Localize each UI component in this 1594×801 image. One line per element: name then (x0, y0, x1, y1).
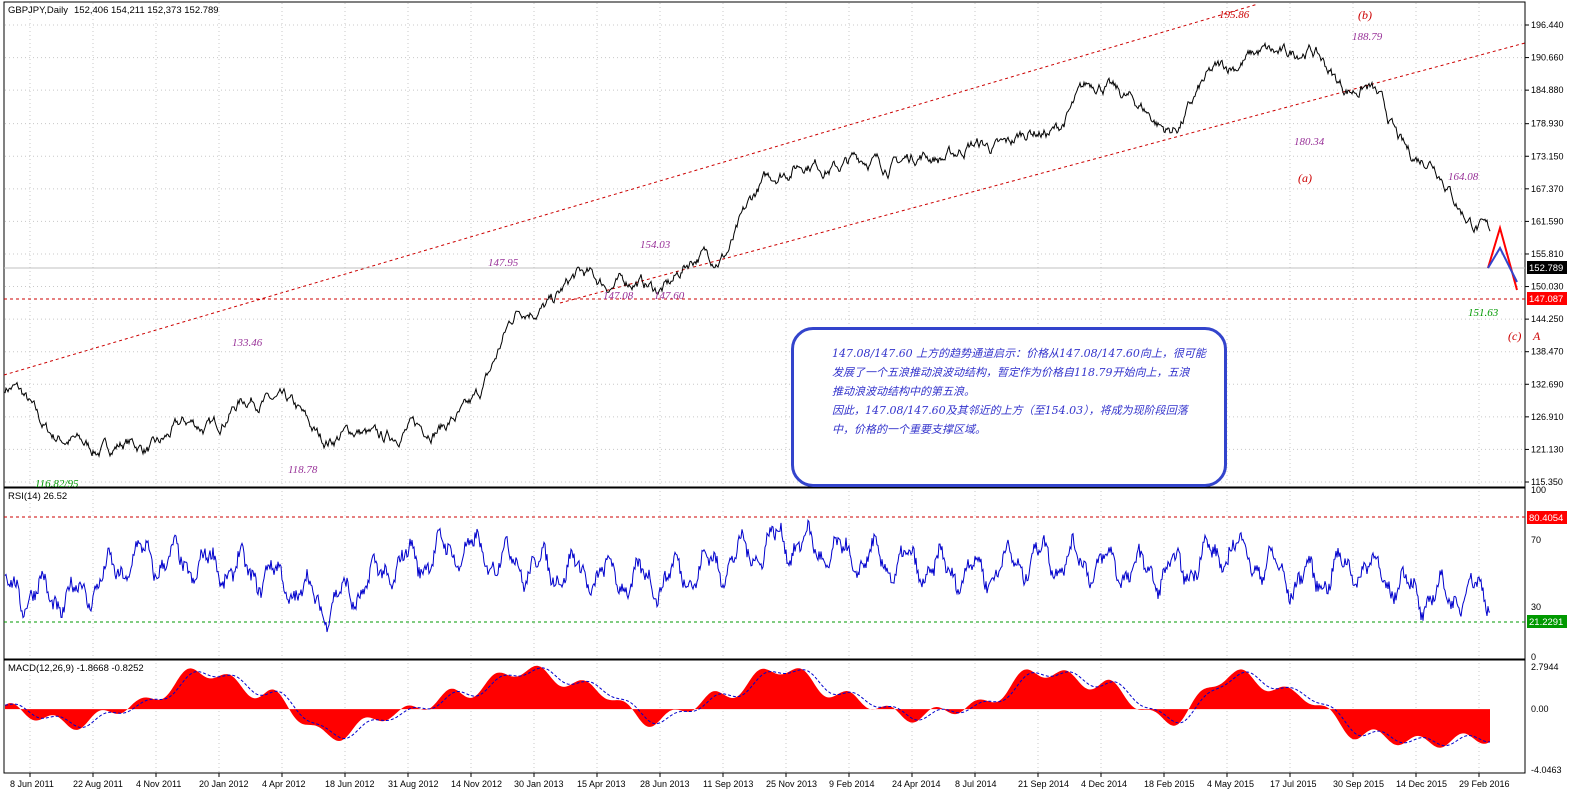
main-ytick-label: 138.470 (1531, 347, 1564, 357)
x-tick-label: 18 Feb 2015 (1144, 779, 1195, 789)
price-label: 147.60 (654, 290, 685, 302)
x-tick-label: 30 Jan 2013 (514, 779, 564, 789)
x-tick-label: 11 Sep 2013 (703, 779, 753, 789)
price-label: 164.08 (1448, 171, 1479, 183)
wave-label-a: (a) (1298, 171, 1312, 185)
price-label: 180.34 (1294, 136, 1325, 148)
rsi-ytick-label: 0 (1531, 652, 1536, 662)
x-axis-labels: 8 Jun 2011 22 Aug 2011 4 Nov 2011 20 Jan 20… (10, 773, 1510, 789)
rsi-ytick-label: 70 (1531, 535, 1541, 545)
x-tick-label: 4 Nov 2011 (136, 779, 181, 789)
price-label: 147.08 (603, 290, 634, 302)
ohlc-label: 152,406 154,211 152,373 152.789 (74, 5, 219, 16)
main-ytick-label: 178.930 (1531, 119, 1564, 129)
main-ytick-label: 126.910 (1531, 412, 1564, 422)
price-label: 133.46 (232, 337, 263, 349)
main-ytick-label: 132.690 (1531, 379, 1564, 389)
x-tick-label: 21 Sep 2014 (1018, 779, 1069, 789)
price-labels: 195.86 188.79 180.34 164.08 151.63 154.03 147.… (35, 9, 1499, 490)
main-ytick-label: 144.250 (1531, 314, 1564, 324)
x-tick-label: 9 Feb 2014 (829, 779, 875, 789)
price-label: 188.79 (1352, 31, 1383, 43)
macd-signal-line (5, 667, 1490, 747)
x-tick-label: 22 Aug 2011 (73, 779, 123, 789)
macd-label: MACD(12,26,9) -1.8668 -0.8252 (8, 663, 144, 674)
rsi-ytick-label: 100 (1531, 485, 1546, 495)
note-line-4: 因此，147.08/147.60及其邻近的上方（至154.03），将成为现阶段回… (832, 404, 1188, 417)
x-tick-label: 4 May 2015 (1207, 779, 1254, 789)
channel-lower-line (559, 42, 1526, 304)
main-ytick-label: 167.370 (1531, 184, 1564, 194)
support-price-badge (1527, 292, 1567, 305)
x-tick-label: 14 Nov 2012 (451, 779, 502, 789)
x-tick-label: 31 Aug 2012 (388, 779, 439, 789)
x-tick-label: 20 Jan 2012 (199, 779, 249, 789)
price-label: 116.82/95 (35, 478, 79, 490)
main-ytick-label: 161.590 (1531, 216, 1564, 226)
rsi-ytick-label: 30 (1531, 602, 1541, 612)
rsi-panel-frame (3, 487, 1526, 660)
x-tick-label: 25 Nov 2013 (766, 779, 817, 789)
rsi-label: RSI(14) 26.52 (8, 491, 67, 502)
x-tick-label: 17 Jul 2015 (1270, 779, 1317, 789)
x-tick-label: 18 Jun 2012 (325, 779, 375, 789)
x-tick-label: 28 Jun 2013 (640, 779, 690, 789)
price-label: 151.63 (1468, 307, 1499, 319)
main-y-axis: 196.440 190.660 184.880 178.930 173.150 167.3… (1525, 20, 1564, 487)
price-label: 154.03 (640, 239, 671, 251)
x-tick-label: 4 Dec 2014 (1081, 779, 1127, 789)
note-line-2: 发展了一个五浪推动浪波动结构，暂定作为价格自118.79开始向上，五浪 (832, 366, 1190, 379)
grid (5, 3, 1524, 772)
main-ytick-label: 184.880 (1531, 85, 1564, 95)
wave-label-c: (c) (1508, 329, 1521, 343)
main-ytick-label: 150.030 (1531, 282, 1564, 292)
main-ytick-label: 115.350 (1531, 477, 1563, 487)
support-price-badge-text: 147.087 (1529, 294, 1563, 305)
note-line-3: 推动浪波动结构中的第五浪。 (832, 385, 975, 398)
note-line-1: 147.08/147.60 上方的趋势通道启示：价格从147.08/147.60… (832, 347, 1206, 360)
rsi-lower-badge-text: 21.2291 (1529, 617, 1563, 628)
macd-ytick-label: 0.00 (1531, 704, 1549, 714)
wave-label-b: (b) (1358, 8, 1372, 22)
x-tick-label: 30 Sep 2015 (1333, 779, 1384, 789)
macd-ytick-label: 2.7944 (1531, 662, 1559, 672)
macd-y-axis: 2.7944 0.00 -4.0463 (1531, 662, 1562, 775)
projection-blue-line (1487, 245, 1518, 283)
current-price-badge-text: 152.789 (1529, 263, 1563, 274)
chart-header: GBPJPY,Daily 152,406 154,211 152,373 152.… (8, 5, 219, 16)
price-label: 118.78 (288, 464, 318, 476)
main-ytick-label: 121.130 (1531, 444, 1564, 454)
price-label: 195.86 (1219, 9, 1250, 21)
main-ytick-label: 155.810 (1531, 249, 1564, 259)
rsi-series-line (4, 519, 1491, 633)
main-ytick-label: 196.440 (1531, 20, 1564, 30)
main-ytick-label: 190.660 (1531, 53, 1564, 63)
rsi-upper-badge (1527, 511, 1567, 524)
analysis-note-box: 147.08/147.60 上方的趋势通道启示：价格从147.08/147.60… (791, 327, 1227, 487)
main-ytick-label: 173.150 (1531, 151, 1564, 161)
price-label: 147.95 (488, 257, 519, 269)
current-price-badge (1527, 261, 1567, 274)
macd-histogram (5, 665, 1490, 748)
price-series-line (4, 41, 1491, 458)
x-tick-label: 24 Apr 2014 (892, 779, 941, 789)
main-panel-frame (3, 1, 1526, 488)
channel-upper-line (3, 3, 1259, 376)
symbol-label: GBPJPY,Daily (8, 5, 68, 16)
note-line-5: 中，价格的一个重要支撑区域。 (832, 423, 986, 436)
wave-label-A: A (1532, 329, 1541, 343)
rsi-y-axis: 100 70 30 0 (1531, 485, 1546, 662)
x-tick-label: 15 Apr 2013 (577, 779, 626, 789)
x-tick-label: 8 Jul 2014 (955, 779, 997, 789)
x-tick-label: 29 Feb 2016 (1459, 779, 1510, 789)
macd-ytick-label: -4.0463 (1531, 765, 1562, 775)
x-tick-label: 4 Apr 2012 (262, 779, 306, 789)
rsi-lower-badge (1527, 615, 1567, 628)
x-tick-label: 14 Dec 2015 (1396, 779, 1447, 789)
rsi-upper-badge-text: 80.4054 (1529, 513, 1563, 524)
x-tick-label: 8 Jun 2011 (10, 779, 54, 789)
